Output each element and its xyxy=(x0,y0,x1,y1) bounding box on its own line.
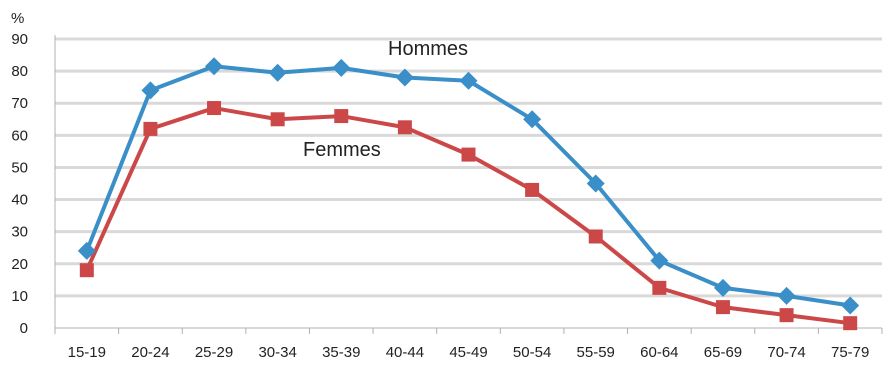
y-tick-label-40: 40 xyxy=(11,192,28,209)
x-tick-label-60-64: 60-64 xyxy=(640,344,678,361)
x-tick-label-50-54: 50-54 xyxy=(513,344,551,361)
x-tick-label-30-34: 30-34 xyxy=(258,344,296,361)
data-point-hommes-30-34 xyxy=(268,63,287,82)
data-point-femmes-50-54 xyxy=(525,182,540,197)
data-point-hommes-25-29 xyxy=(205,57,224,76)
y-tick-label-70: 70 xyxy=(11,95,28,112)
data-point-hommes-35-39 xyxy=(332,58,351,77)
series-lines xyxy=(77,57,860,331)
x-tick-label-75-79: 75-79 xyxy=(831,344,869,361)
gridlines xyxy=(55,37,882,298)
data-point-femmes-35-39 xyxy=(334,109,349,124)
data-point-femmes-70-74 xyxy=(779,308,794,323)
x-tick-label-70-74: 70-74 xyxy=(767,344,805,361)
y-tick-label-50: 50 xyxy=(11,159,28,176)
data-point-femmes-65-69 xyxy=(715,300,730,315)
data-point-femmes-15-19 xyxy=(79,263,94,278)
series-label-femmes: Femmes xyxy=(303,139,381,161)
data-point-hommes-70-74 xyxy=(777,286,796,305)
data-point-hommes-50-54 xyxy=(523,110,542,129)
x-tick-label-40-44: 40-44 xyxy=(386,344,424,361)
x-tick-label-35-39: 35-39 xyxy=(322,344,360,361)
data-point-hommes-20-24 xyxy=(141,81,160,100)
data-point-hommes-15-19 xyxy=(77,241,96,260)
y-tick-label-60: 60 xyxy=(11,127,28,144)
data-point-hommes-75-79 xyxy=(841,296,860,315)
data-point-hommes-45-49 xyxy=(459,71,478,90)
x-tick-label-65-69: 65-69 xyxy=(704,344,742,361)
data-point-hommes-55-59 xyxy=(586,174,605,193)
data-point-femmes-75-79 xyxy=(843,316,858,331)
x-tick-label-55-59: 55-59 xyxy=(577,344,615,361)
data-point-femmes-55-59 xyxy=(588,229,603,244)
data-point-femmes-20-24 xyxy=(143,121,158,136)
data-point-hommes-40-44 xyxy=(395,68,414,87)
series-label-hommes: Hommes xyxy=(388,38,468,60)
labels: 0 10 20 30 40 50 60 70 80 90% 15-19 20-24 25-29 30-34… xyxy=(11,10,869,361)
data-point-femmes-45-49 xyxy=(461,147,476,162)
data-point-hommes-65-69 xyxy=(713,278,732,297)
x-tick-label-45-49: 45-49 xyxy=(449,344,487,361)
x-tick-label-20-24: 20-24 xyxy=(131,344,169,361)
y-tick-label-10: 10 xyxy=(11,288,28,305)
data-point-femmes-40-44 xyxy=(397,120,412,135)
y-tick-label-0: 0 xyxy=(20,320,28,337)
data-point-femmes-30-34 xyxy=(270,112,285,127)
y-tick-label-30: 30 xyxy=(11,224,28,241)
y-tick-label-20: 20 xyxy=(11,256,28,273)
data-point-hommes-60-64 xyxy=(650,251,669,270)
data-point-femmes-60-64 xyxy=(652,280,667,295)
axes xyxy=(54,35,883,334)
y-tick-label-90: 90 xyxy=(11,31,28,48)
x-tick-label-25-29: 25-29 xyxy=(195,344,233,361)
x-tick-label-15-19: 15-19 xyxy=(68,344,106,361)
y-axis-unit-label: % xyxy=(11,10,24,27)
y-tick-label-80: 80 xyxy=(11,63,28,80)
data-point-femmes-25-29 xyxy=(207,101,222,116)
